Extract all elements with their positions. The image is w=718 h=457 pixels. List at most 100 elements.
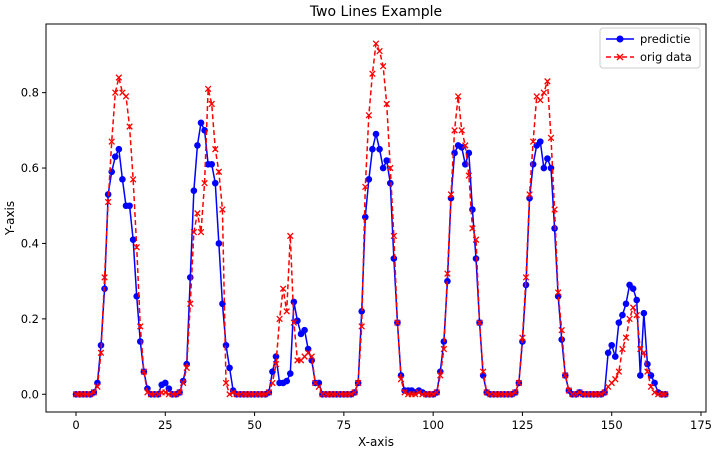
data-point-predictie — [640, 309, 648, 317]
data-point-predictie — [622, 300, 630, 308]
legend-box — [599, 27, 701, 69]
data-point-orig-data — [508, 391, 515, 398]
data-point-orig-data — [315, 383, 323, 390]
legend-predictie-label: predictie — [640, 32, 690, 46]
legend: predictie orig data — [599, 27, 701, 69]
data-point-predictie — [540, 164, 548, 172]
legend-orig-data-marker — [616, 53, 624, 61]
data-point-orig-data — [415, 389, 423, 396]
y-tick-label: 0.4 — [21, 236, 39, 250]
data-point-orig-data — [287, 232, 294, 240]
data-point-orig-data — [176, 389, 183, 396]
data-point-orig-data — [129, 176, 137, 183]
legend-predictie-marker — [616, 35, 624, 43]
data-point-predictie — [136, 338, 144, 345]
y-tick-label: 0.0 — [21, 387, 39, 401]
data-point-predictie — [372, 130, 380, 138]
data-point-orig-data — [462, 142, 469, 149]
data-point-predictie — [115, 145, 123, 153]
data-point-orig-data — [515, 379, 523, 387]
x-tick-label: 175 — [690, 418, 712, 432]
data-point-orig-data — [572, 391, 580, 398]
data-point-predictie — [301, 326, 308, 334]
data-point-orig-data — [626, 315, 633, 323]
data-point-orig-data — [640, 349, 648, 357]
data-point-orig-data — [651, 389, 658, 396]
data-point-orig-data — [633, 311, 640, 319]
data-point-orig-data — [390, 232, 398, 240]
data-point-orig-data — [212, 145, 219, 153]
data-point-predictie — [544, 155, 551, 162]
data-point-predictie — [129, 236, 137, 243]
data-point-predictie — [119, 176, 126, 183]
data-point-orig-data — [276, 315, 283, 323]
data-point-predictie — [383, 157, 391, 164]
data-point-predictie — [465, 149, 473, 157]
data-point-orig-data — [629, 304, 637, 311]
series-layer — [72, 40, 669, 398]
data-point-orig-data — [379, 62, 387, 70]
data-point-predictie — [376, 145, 383, 153]
data-point-orig-data — [354, 379, 362, 387]
data-point-orig-data — [544, 78, 551, 85]
data-point-orig-data — [447, 191, 455, 198]
data-point-orig-data — [469, 225, 476, 232]
y-axis-label: Y-axis — [3, 201, 17, 236]
data-point-orig-data — [112, 89, 119, 96]
data-point-orig-data — [201, 179, 208, 187]
data-point-orig-data — [394, 319, 401, 326]
data-point-orig-data — [537, 96, 544, 104]
x-tick-label: 125 — [511, 418, 533, 432]
data-point-orig-data — [283, 308, 290, 315]
data-point-orig-data — [558, 326, 565, 334]
data-point-orig-data — [619, 345, 626, 353]
data-point-orig-data — [290, 319, 298, 326]
y-tick-label: 0.8 — [21, 86, 39, 100]
x-axis-ticks: 0 25 50 75 100 125 150 175 — [72, 412, 712, 432]
data-point-orig-data — [397, 375, 405, 383]
data-point-orig-data — [204, 85, 212, 93]
chart-title: Two Lines Example — [309, 4, 442, 20]
data-point-orig-data — [547, 134, 555, 142]
data-point-orig-data — [308, 353, 315, 360]
plot-frame — [45, 23, 707, 413]
data-point-orig-data — [358, 323, 365, 330]
data-point-predictie — [361, 213, 369, 221]
data-point-orig-data — [622, 334, 630, 341]
x-axis-label: X-axis — [358, 435, 394, 449]
data-point-orig-data — [162, 389, 169, 396]
data-point-orig-data — [126, 123, 133, 130]
data-point-orig-data — [412, 391, 419, 398]
x-tick-label: 0 — [72, 418, 79, 432]
data-point-orig-data — [265, 389, 273, 396]
data-point-predictie — [197, 119, 205, 127]
data-point-orig-data — [140, 368, 148, 375]
data-point-predictie — [633, 296, 641, 304]
data-point-orig-data — [269, 379, 276, 387]
data-point-orig-data — [351, 389, 358, 396]
data-point-predictie — [444, 277, 451, 285]
data-point-orig-data — [133, 243, 140, 251]
data-point-predictie — [222, 341, 230, 349]
data-point-orig-data — [362, 183, 369, 191]
data-point-orig-data — [451, 127, 458, 134]
data-point-orig-data — [472, 236, 480, 243]
data-point-orig-data — [187, 300, 194, 308]
data-point-orig-data — [208, 100, 215, 108]
x-tick-label: 100 — [422, 418, 444, 432]
data-point-orig-data — [97, 349, 105, 357]
series-orig-data — [72, 40, 669, 398]
data-point-orig-data — [222, 379, 230, 387]
data-point-orig-data — [190, 228, 198, 236]
data-point-orig-data — [279, 285, 287, 292]
data-point-orig-data — [519, 334, 526, 341]
data-point-predictie — [390, 255, 398, 262]
data-point-orig-data — [458, 127, 465, 134]
data-point-orig-data — [87, 391, 94, 398]
data-point-predictie — [161, 379, 169, 387]
data-point-orig-data — [444, 270, 451, 277]
data-point-predictie — [290, 298, 298, 306]
data-point-orig-data — [526, 191, 533, 198]
data-point-orig-data — [612, 375, 619, 383]
data-point-orig-data — [262, 391, 269, 398]
